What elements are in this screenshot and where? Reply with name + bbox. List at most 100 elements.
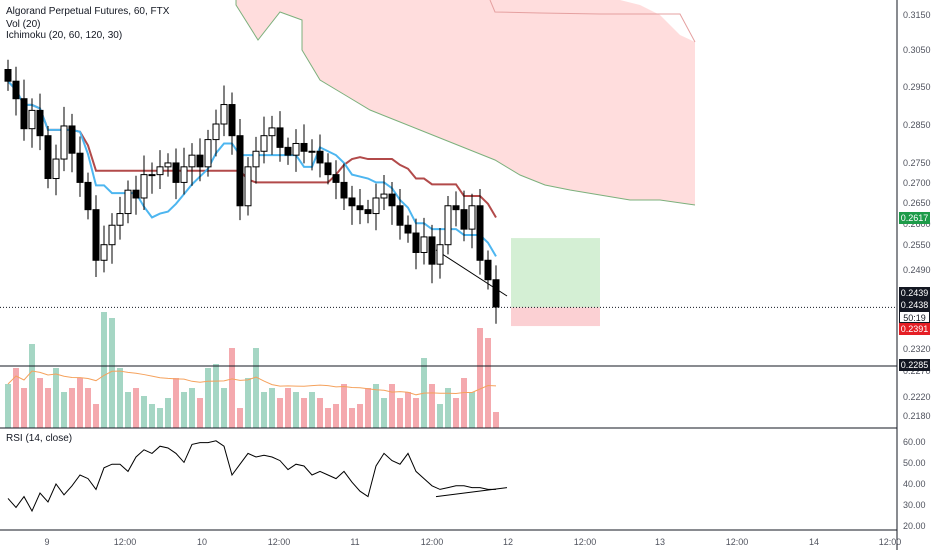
price-tick-label: 0.2850 — [903, 120, 931, 130]
volume-bars — [5, 312, 499, 428]
volume-bar — [205, 368, 211, 428]
ichimoku-legend: Ichimoku (20, 60, 120, 30) — [6, 30, 123, 41]
volume-bar — [213, 364, 219, 428]
rsi-tick-label: 50.00 — [903, 458, 926, 468]
price-tick-label: 0.2700 — [903, 178, 931, 188]
price-tick-label: 0.3150 — [903, 10, 931, 20]
volume-bar — [485, 338, 491, 428]
volume-bar — [157, 408, 163, 428]
volume-bar — [397, 398, 403, 428]
volume-bar — [301, 398, 307, 428]
time-tick-label: 12:00 — [114, 537, 137, 547]
volume-bar — [381, 398, 387, 428]
rsi-trendline — [435, 487, 508, 498]
volume-legend: Vol (20) — [6, 19, 41, 30]
candle-down — [324, 162, 332, 176]
candle-down — [316, 150, 324, 164]
time-tick-label: 9 — [44, 537, 49, 547]
candle-down — [132, 189, 140, 199]
candle-up — [420, 236, 428, 253]
volume-bar — [493, 412, 499, 428]
volume-bar — [77, 378, 83, 428]
price-tick-label: 0.2220 — [903, 392, 931, 402]
cloud-fill — [236, 0, 695, 205]
time-tick-label: 10 — [197, 537, 207, 547]
candle-down — [396, 205, 404, 226]
volume-bar — [477, 328, 483, 428]
candle-up — [188, 154, 196, 168]
candle-down — [412, 232, 420, 253]
volume-bar — [149, 404, 155, 428]
candle-up — [220, 104, 228, 125]
volume-bar — [349, 408, 355, 428]
candle-down — [196, 154, 204, 168]
candle-down — [340, 181, 348, 199]
volume-bar — [101, 312, 107, 428]
price-tick-label: 0.2180 — [903, 411, 931, 421]
volume-bar — [85, 388, 91, 428]
candle-up — [444, 205, 452, 246]
candle-up — [468, 205, 476, 230]
candle-down — [172, 162, 180, 183]
candle-up — [260, 135, 268, 152]
candle-down — [92, 209, 100, 261]
candle-up — [100, 244, 108, 261]
volume-bar — [333, 404, 339, 428]
volume-bar — [357, 404, 363, 428]
volume-bar — [221, 388, 227, 428]
candle-down — [36, 109, 44, 137]
volume-bar — [373, 384, 379, 428]
time-tick-label: 14 — [809, 537, 819, 547]
close-price-tag: 0.2438 — [899, 299, 930, 311]
candle-down — [4, 69, 12, 82]
volume-bar — [365, 388, 371, 428]
candle-up — [372, 197, 380, 215]
time-tick-label: 12:00 — [268, 537, 291, 547]
volume-bar — [197, 398, 203, 428]
volume-bar — [133, 388, 139, 428]
candle-down — [484, 259, 492, 281]
candle-down — [348, 197, 356, 207]
candle-up — [436, 244, 444, 265]
volume-bar — [237, 408, 243, 428]
cloud-upper-edge — [489, 0, 696, 43]
volume-bar — [309, 392, 315, 428]
candle-up — [244, 166, 252, 207]
candle-down — [84, 181, 92, 211]
time-tick-label: 11 — [350, 537, 359, 547]
time-tick-label: 13 — [655, 537, 665, 547]
volume-bar — [245, 378, 251, 428]
rsi-tick-label: 30.00 — [903, 500, 926, 510]
candle-down — [364, 209, 372, 215]
volume-bar — [165, 398, 171, 428]
volume-bar — [229, 348, 235, 428]
stop-price-tag: 0.2391 — [899, 323, 930, 335]
volume-bar — [405, 392, 411, 428]
volume-bar — [261, 392, 267, 428]
ichimoku-cloud — [235, 0, 696, 206]
volume-bar — [29, 344, 35, 428]
volume-bar — [53, 368, 59, 428]
volume-bar — [69, 388, 75, 428]
candle-down — [68, 125, 76, 154]
candle-down — [356, 205, 364, 211]
volume-bar — [429, 384, 435, 428]
price-tick-label: 0.2270 — [903, 366, 931, 376]
candle-down — [476, 205, 484, 261]
candle-up — [124, 189, 132, 215]
candle-down — [236, 135, 244, 207]
volume-bar — [181, 392, 187, 428]
volume-bar — [37, 378, 43, 428]
candle-up — [268, 127, 276, 137]
candle-down — [404, 224, 412, 234]
bar-countdown: 50:19 — [899, 311, 930, 323]
target-zone — [511, 238, 600, 308]
time-tick-label: 12:00 — [726, 537, 749, 547]
volume-bar — [325, 408, 331, 428]
price-tick-label: 0.2490 — [903, 265, 931, 275]
volume-bar — [125, 392, 131, 428]
candle-down — [228, 104, 236, 137]
position-zones — [511, 238, 600, 327]
